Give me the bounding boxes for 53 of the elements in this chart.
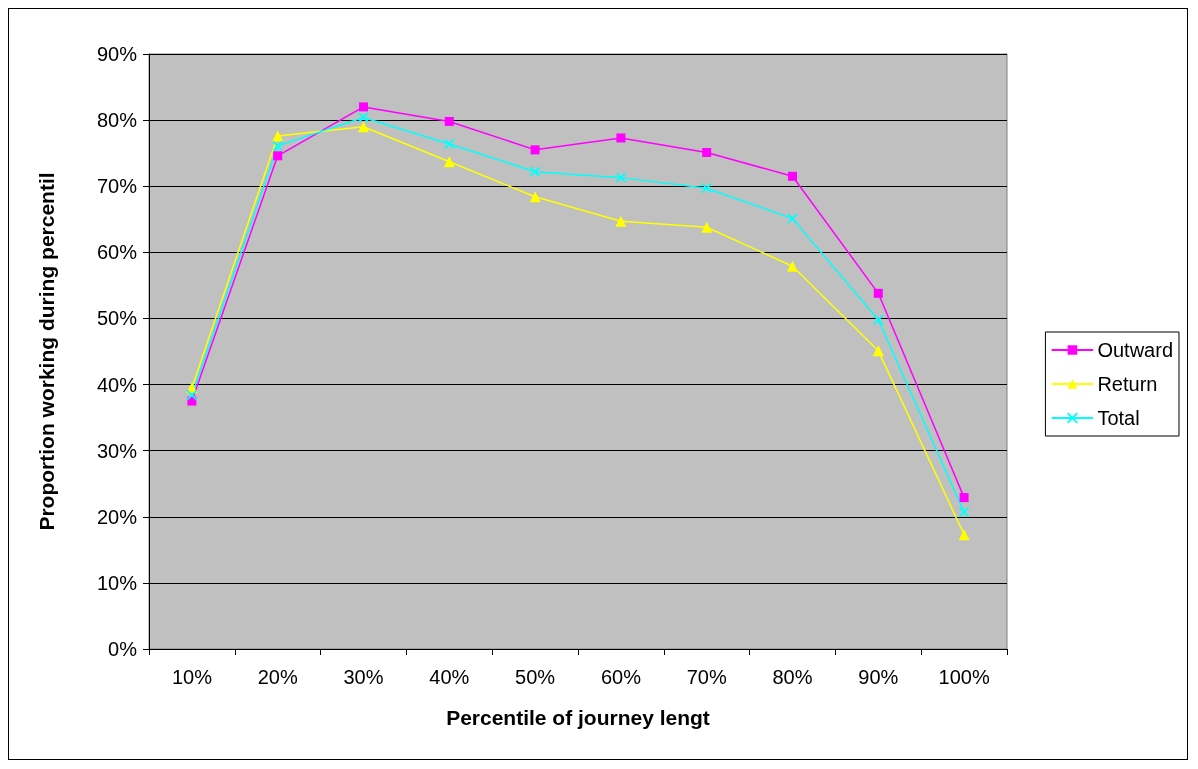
x-tick-label: 20% <box>257 666 298 688</box>
point <box>272 140 284 152</box>
x-tick-label: 70% <box>686 666 727 688</box>
x-tick-label: 30% <box>343 666 384 688</box>
point <box>872 345 884 357</box>
point <box>788 171 797 181</box>
point <box>186 389 198 401</box>
point <box>358 112 369 123</box>
x-axis-title: Percentile of journey lengt <box>446 706 710 729</box>
x-tick-label: 60% <box>600 666 642 688</box>
point <box>958 506 970 518</box>
point <box>616 133 626 143</box>
point <box>272 130 284 142</box>
y-tick-label: 40% <box>96 373 138 396</box>
y-tick-label: 20% <box>96 505 138 528</box>
x-tick-label: 40% <box>429 666 470 688</box>
legend-label: Total <box>1097 407 1140 429</box>
y-tick-label: 80% <box>96 109 138 132</box>
point <box>787 213 798 225</box>
x-tick-label: 90% <box>858 666 899 688</box>
point <box>359 102 368 112</box>
y-axis-title: Proportion working during percentil <box>35 172 58 531</box>
point <box>958 529 970 541</box>
point <box>959 493 969 503</box>
point <box>444 116 454 126</box>
point <box>787 260 798 272</box>
point <box>615 215 627 227</box>
y-tick-label: 10% <box>96 571 138 594</box>
y-tick-label: 70% <box>96 175 138 198</box>
legend-label: Outward <box>1097 339 1174 361</box>
y-tick-label: 50% <box>96 307 138 330</box>
y-tick-label: 30% <box>96 439 138 462</box>
y-tick-label: 60% <box>96 241 138 264</box>
x-tick-label: 80% <box>772 666 813 688</box>
point <box>701 182 713 194</box>
point <box>873 288 883 298</box>
point <box>701 221 713 233</box>
point <box>702 148 712 158</box>
y-tick-label: 0% <box>108 638 138 660</box>
point <box>529 191 541 203</box>
point <box>529 166 541 178</box>
legend-label: Return <box>1097 373 1158 395</box>
point <box>273 151 283 161</box>
point <box>443 138 455 150</box>
x-tick-label: 100% <box>938 666 990 688</box>
point <box>872 314 884 326</box>
point <box>530 145 540 155</box>
x-tick-label: 50% <box>515 666 556 688</box>
y-tick-label: 90% <box>96 43 138 65</box>
point <box>615 172 627 184</box>
x-tick-label: 10% <box>171 666 213 688</box>
point <box>358 121 369 133</box>
point <box>443 156 455 168</box>
